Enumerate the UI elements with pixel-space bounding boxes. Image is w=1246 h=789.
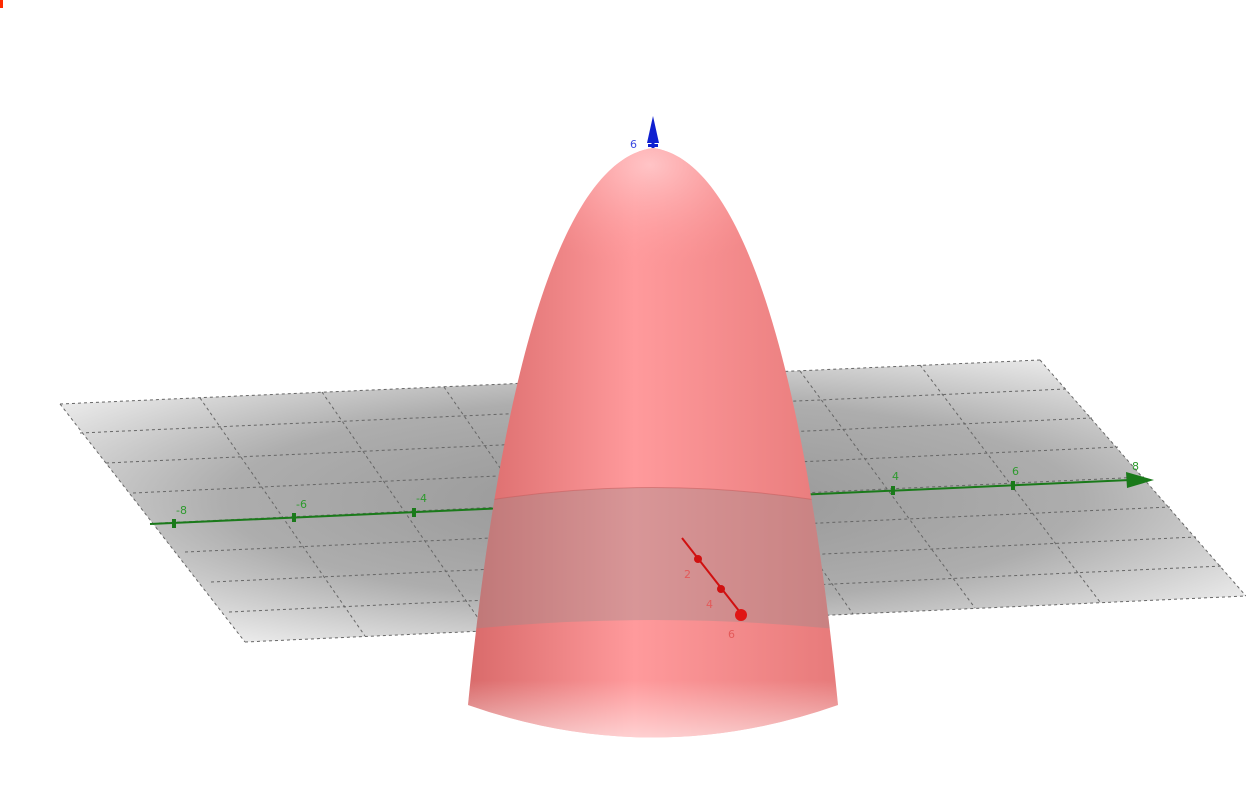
- y-tick-label-6: 6: [1012, 465, 1019, 478]
- y-tick-label-4: 4: [892, 470, 899, 483]
- y-tick-label-8: 8: [1132, 460, 1139, 473]
- x-axis-arrow: [735, 609, 747, 621]
- y-tick-mark: [412, 508, 416, 517]
- x-tick-label-6: 6: [728, 628, 735, 641]
- z-tick-mark: [648, 144, 658, 147]
- y-axis-arrow: [1126, 472, 1154, 488]
- y-tick-mark: [891, 486, 895, 495]
- y-tick-label-neg4: -4: [416, 492, 427, 505]
- x-tick-mark: [694, 555, 702, 563]
- z-axis-arrow: [647, 116, 659, 143]
- y-tick-mark: [292, 513, 296, 522]
- y-tick-mark: [172, 519, 176, 528]
- x-tick-label-2: 2: [684, 568, 691, 581]
- y-tick-label-neg8: -8: [176, 504, 187, 517]
- plane-intersection-band: [468, 487, 838, 630]
- y-tick-label-neg6: -6: [296, 498, 307, 511]
- y-tick-mark: [1011, 481, 1015, 490]
- z-axis: 6: [630, 116, 659, 151]
- corner-marker: [0, 0, 3, 8]
- x-axis: 2 4 6: [681, 537, 747, 641]
- z-tick-label-6: 6: [630, 138, 637, 151]
- x-tick-label-4: 4: [706, 598, 713, 611]
- x-tick-mark: [717, 585, 725, 593]
